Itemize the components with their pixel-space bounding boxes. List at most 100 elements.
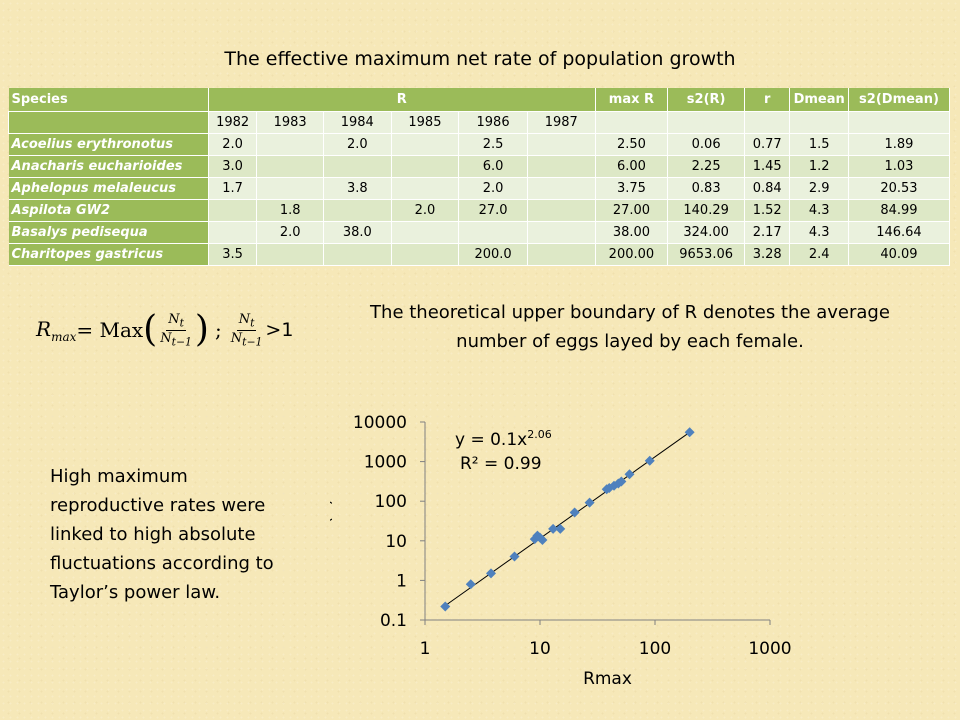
s2-r-cell: 2.25 bbox=[667, 155, 745, 178]
species-name: Basalys pedisequa bbox=[8, 221, 209, 244]
data-point bbox=[613, 478, 624, 489]
formula-r: R bbox=[36, 316, 52, 341]
blank-cell bbox=[789, 111, 849, 134]
r-value-cell bbox=[322, 155, 392, 178]
s2-r-cell: 9653.06 bbox=[667, 243, 745, 266]
chart-axes bbox=[420, 421, 771, 625]
year-cell: 1982 bbox=[207, 111, 258, 134]
left-paren: ( bbox=[143, 309, 158, 351]
table-header-row: Species R max R s2(R) r Dmean s2(Dmean) bbox=[8, 88, 951, 112]
data-point bbox=[537, 534, 548, 545]
formula-max-sub: max bbox=[51, 329, 77, 344]
header-r: R bbox=[208, 88, 596, 112]
data-point bbox=[440, 601, 451, 612]
species-name: Anacharis eucharioides bbox=[8, 155, 209, 178]
table-row: Aspilota GW2 1.8 2.0 27.0 27.00 140.29 1.52 4.3… bbox=[8, 199, 951, 222]
blank-cell bbox=[594, 111, 669, 134]
formula-equals: = Max bbox=[76, 318, 144, 343]
y-tick-label: 0.1 bbox=[380, 611, 407, 631]
formula-greater-than: >1 bbox=[265, 319, 294, 342]
blank-cell bbox=[743, 111, 791, 134]
table-row: Charitopes gastricus 3.5 200.0 200.00 9653.0… bbox=[8, 243, 951, 266]
fraction-denominator: Nt−1 bbox=[231, 331, 263, 349]
r-cell: 1.52 bbox=[743, 199, 791, 222]
x-tick-label: 1000 bbox=[748, 639, 791, 659]
t-1-sub: t−1 bbox=[242, 335, 263, 349]
r-value-cell: 27.0 bbox=[458, 199, 528, 222]
data-point bbox=[465, 579, 476, 590]
r-value-cell bbox=[526, 133, 596, 156]
r-value-cell bbox=[207, 221, 258, 244]
right-paren: ) bbox=[194, 309, 209, 351]
header-s2-dmean: s2(Dmean) bbox=[848, 88, 951, 112]
data-point bbox=[529, 534, 540, 545]
header-dmean: Dmean bbox=[789, 88, 849, 112]
table-row: Acoelius erythronotus 2.0 2.0 2.5 2.50 0.06 0.… bbox=[8, 133, 951, 156]
s2-dmean-cell: 84.99 bbox=[847, 199, 951, 222]
taylor-law-text: High maximum reproductive rates were lin… bbox=[50, 466, 274, 603]
r-value-cell: 3.8 bbox=[322, 177, 392, 200]
data-point bbox=[604, 483, 615, 494]
r-value-cell bbox=[526, 243, 596, 266]
header-s2-r: s2(R) bbox=[667, 88, 745, 112]
r-value-cell bbox=[526, 155, 596, 178]
year-cell: 1983 bbox=[256, 111, 324, 134]
n-symbol: N bbox=[230, 330, 243, 346]
r-cell: 0.77 bbox=[743, 133, 791, 156]
species-name: Acoelius erythronotus bbox=[8, 133, 209, 156]
blank-cell bbox=[847, 111, 951, 134]
r-value-cell bbox=[390, 155, 460, 178]
r-value-cell: 200.0 bbox=[458, 243, 528, 266]
r-value-cell bbox=[256, 177, 324, 200]
dmean-cell: 1.2 bbox=[789, 155, 849, 178]
r-value-cell: 2.0 bbox=[458, 177, 528, 200]
upper-boundary-note: The theoretical upper boundary of R deno… bbox=[370, 302, 890, 352]
r-value-cell bbox=[390, 243, 460, 266]
r-value-cell: 2.0 bbox=[390, 199, 460, 222]
year-cell: 1985 bbox=[390, 111, 460, 134]
r-value-cell: 2.5 bbox=[458, 133, 528, 156]
r-squared-label: R² = 0.99 bbox=[460, 454, 542, 474]
data-point bbox=[584, 497, 595, 508]
data-point bbox=[616, 476, 627, 487]
fraction-denominator: Nt−1 bbox=[160, 331, 192, 349]
r-value-cell: 1.8 bbox=[256, 199, 324, 222]
r-cell: 3.28 bbox=[743, 243, 791, 266]
s2-r-text: s2(R) bbox=[686, 92, 726, 107]
year-cell: 1984 bbox=[322, 111, 392, 134]
y-tick-label: 1 bbox=[396, 571, 407, 591]
r-value-cell bbox=[458, 221, 528, 244]
r-cell: 2.17 bbox=[743, 221, 791, 244]
x-tick-label: 1 bbox=[420, 639, 431, 659]
r-cell: 0.84 bbox=[743, 177, 791, 200]
species-name: Charitopes gastricus bbox=[8, 243, 209, 266]
table-years-row: 1982 1983 1984 1985 1986 1987 bbox=[8, 111, 951, 134]
max-r-cell: 200.00 bbox=[594, 243, 669, 266]
years-blank-cell bbox=[8, 111, 209, 134]
n-symbol: N bbox=[168, 312, 180, 327]
equation-exponent: 2.06 bbox=[527, 428, 552, 441]
s2-dmean-cell: 20.53 bbox=[847, 177, 951, 200]
table-body: Acoelius erythronotus 2.0 2.0 2.5 2.50 0.06 0.… bbox=[8, 133, 951, 266]
fraction-numerator: Nt bbox=[236, 312, 257, 331]
y-tick-label: 1000 bbox=[364, 453, 407, 473]
scatter-chart: 1 10 100 1000 0.1 1 10 100 1000 10000 y = 0.1x2.06… bbox=[330, 413, 792, 689]
header-max-r: max R bbox=[595, 88, 669, 112]
r-value-cell: 1.7 bbox=[207, 177, 258, 200]
data-point bbox=[684, 427, 695, 438]
t-1-sub: t−1 bbox=[171, 335, 192, 349]
r-value-cell: 2.0 bbox=[322, 133, 392, 156]
y-axis-title: s2(R) bbox=[330, 499, 335, 544]
slide-title: The effective maximum net rate of popula… bbox=[224, 48, 736, 70]
fraction-1: Nt Nt−1 bbox=[160, 312, 192, 348]
max-r-cell: 2.50 bbox=[594, 133, 669, 156]
n-symbol: N bbox=[238, 312, 251, 327]
table-row: Basalys pedisequa 2.0 38.0 38.00 324.00 2.17 4… bbox=[8, 221, 951, 244]
species-name: Aspilota GW2 bbox=[8, 199, 209, 222]
max-r-cell: 6.00 bbox=[594, 155, 669, 178]
equation-base: y = 0.1x bbox=[455, 430, 527, 450]
trend-equation: y = 0.1x2.06 bbox=[455, 428, 552, 450]
species-name: Aphelopus melaleucus bbox=[8, 177, 209, 200]
n-symbol: N bbox=[160, 330, 172, 346]
r-value-cell bbox=[390, 177, 460, 200]
